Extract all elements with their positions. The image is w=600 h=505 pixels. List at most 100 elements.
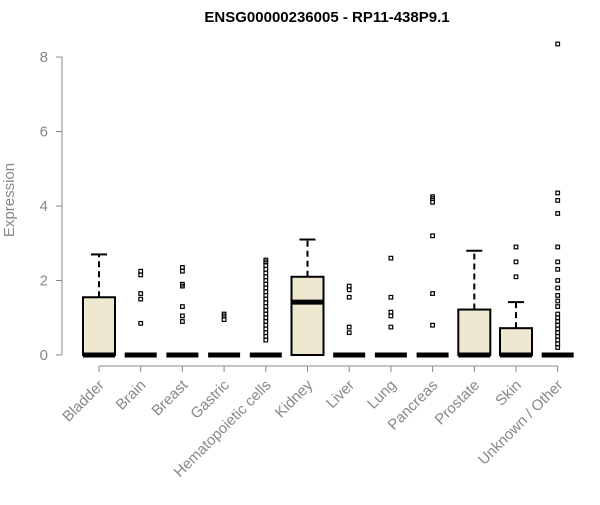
y-axis-label: Expression [1, 163, 18, 237]
outlier-point [263, 304, 269, 309]
x-tick-label: Kidney [272, 376, 317, 421]
outlier-point [263, 278, 269, 283]
outlier-point [138, 320, 144, 326]
y-tick-label: 8 [40, 49, 48, 66]
outlier-point [555, 298, 561, 304]
y-axis: 0 2 4 6 8 [40, 49, 63, 364]
outlier-point [555, 266, 561, 272]
outlier-point [555, 326, 561, 332]
outlier-point [263, 315, 269, 321]
box-group [249, 257, 282, 358]
box-group [208, 311, 241, 358]
outlier-point [180, 268, 185, 274]
box-group [374, 255, 407, 358]
outlier-point [263, 311, 269, 317]
outlier-point [263, 319, 269, 324]
outlier-point [263, 322, 269, 328]
outlier-point [263, 281, 269, 287]
x-tick-label: Lung [364, 377, 400, 413]
outlier-point [263, 293, 269, 298]
boxes [82, 41, 574, 358]
outlier-point [138, 291, 144, 296]
outlier-point [263, 285, 269, 291]
outlier-point [263, 270, 269, 276]
box-group [541, 41, 574, 358]
outlier-point [555, 190, 561, 196]
outlier-point [430, 291, 435, 296]
outlier-point [555, 315, 561, 321]
outlier-point [180, 304, 185, 309]
box-group [499, 244, 533, 358]
outlier-point [430, 199, 435, 205]
outlier-point [346, 287, 352, 293]
outlier-point [263, 300, 269, 306]
outlier-point [430, 233, 435, 239]
outlier-point [263, 266, 269, 272]
outlier-point [263, 274, 269, 280]
y-tick-label: 2 [40, 273, 48, 290]
outlier-point [263, 326, 269, 332]
x-tick-label: Skin [492, 377, 525, 410]
outlier-point [555, 198, 561, 203]
outlier-point [555, 285, 561, 291]
outlier-point [346, 294, 352, 300]
outlier-point [263, 337, 269, 343]
box [82, 296, 116, 357]
outlier-point [430, 322, 435, 328]
outlier-point [555, 345, 561, 350]
outlier-point [555, 259, 561, 265]
outlier-point [180, 265, 185, 270]
outlier-point [180, 281, 185, 287]
outlier-point [513, 244, 519, 250]
outlier-point [513, 274, 519, 280]
box-group [82, 253, 116, 358]
x-tick-label: Breast [149, 376, 192, 419]
outlier-point [138, 268, 144, 274]
x-tick-label: Prostate [432, 377, 484, 429]
outlier-point [221, 317, 227, 323]
outlier-point [263, 263, 269, 268]
outlier-point [263, 307, 269, 313]
outlier-point [346, 330, 352, 336]
outlier-point [388, 255, 394, 261]
box-group [124, 268, 157, 358]
outlier-point [263, 257, 269, 263]
outlier-point [346, 283, 352, 289]
chart-title: ENSG00000236005 - RP11-438P9.1 [204, 9, 449, 26]
outlier-point [388, 294, 394, 300]
x-tick-label: Liver [323, 377, 358, 412]
x-tick-label: Brain [113, 377, 150, 414]
y-tick-label: 0 [40, 347, 48, 364]
outlier-point [138, 296, 144, 302]
x-tick-label: Bladder [59, 377, 108, 426]
outlier-point [555, 337, 561, 343]
outlier-point [555, 311, 561, 317]
outlier-point [263, 333, 269, 339]
outlier-point [555, 41, 561, 47]
box [457, 308, 492, 356]
outlier-point [555, 333, 561, 339]
y-tick-label: 6 [40, 124, 48, 141]
outlier-point [513, 259, 519, 265]
outlier-point [555, 278, 561, 283]
outlier-point [555, 304, 561, 309]
box-group [457, 249, 492, 358]
outlier-point [555, 322, 561, 328]
box-group [416, 194, 449, 358]
outlier-point [430, 194, 435, 200]
outlier-point [555, 319, 561, 324]
outlier-point [555, 330, 561, 336]
outlier-point [263, 330, 269, 336]
box-group [333, 283, 366, 358]
outlier-point [388, 324, 394, 330]
box-group [166, 265, 199, 358]
outlier-point [555, 293, 561, 298]
outlier-point [263, 296, 269, 302]
outlier-point [180, 313, 185, 319]
outlier-point [180, 319, 185, 324]
outlier-point [555, 244, 561, 250]
outlier-point [346, 324, 352, 330]
